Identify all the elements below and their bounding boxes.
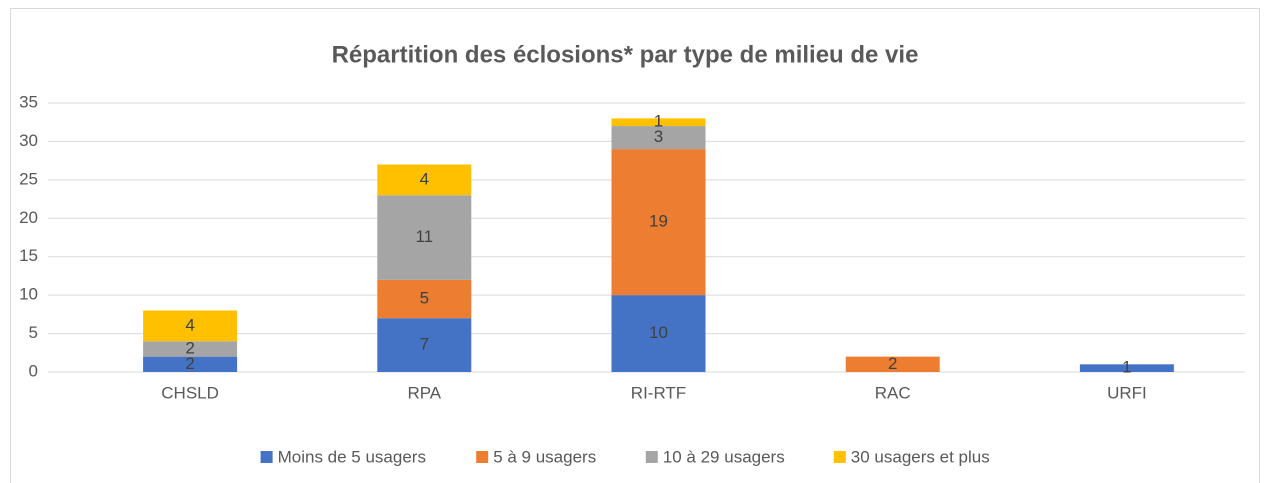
y-tick-label: 10 xyxy=(19,285,38,304)
data-label: 7 xyxy=(420,335,429,354)
data-label: 5 xyxy=(420,288,429,307)
data-label: 2 xyxy=(185,338,194,357)
data-label: 1 xyxy=(1122,358,1131,377)
data-label: 3 xyxy=(654,127,663,146)
y-tick-label: 35 xyxy=(19,92,38,111)
x-tick-label: URFI xyxy=(1107,383,1147,402)
bar-segment xyxy=(143,356,238,372)
data-label: 4 xyxy=(185,315,194,334)
data-label: 4 xyxy=(420,169,429,188)
bar-segment xyxy=(611,149,706,296)
data-label: 2 xyxy=(185,354,194,373)
bar-segment xyxy=(377,279,472,319)
bar-segment xyxy=(377,318,472,372)
y-tick-label: 20 xyxy=(19,208,38,227)
data-label: 10 xyxy=(649,323,668,342)
bar-segment xyxy=(143,310,238,342)
data-label: 2 xyxy=(888,354,897,373)
x-tick-label: CHSLD xyxy=(161,383,219,402)
data-label: 19 xyxy=(649,212,668,231)
legend-swatch xyxy=(260,451,273,463)
chart-title: Répartition des éclosions* par type de m… xyxy=(332,41,919,68)
bar-segment xyxy=(377,195,472,280)
bar-segment xyxy=(611,118,706,127)
legend-label: 30 usagers et plus xyxy=(851,447,990,466)
x-tick-label: RPA xyxy=(407,383,441,402)
bar-segment xyxy=(611,126,706,150)
data-label: 1 xyxy=(654,112,663,131)
legend-label: 10 à 29 usagers xyxy=(663,447,785,466)
bar-segment xyxy=(143,341,238,357)
y-tick-label: 15 xyxy=(19,246,38,265)
legend-label: Moins de 5 usagers xyxy=(278,447,426,466)
y-tick-label: 30 xyxy=(19,131,38,150)
data-label: 11 xyxy=(415,227,433,246)
x-tick-label: RAC xyxy=(875,383,911,402)
y-tick-label: 5 xyxy=(29,323,38,342)
bar-segment xyxy=(1079,364,1174,372)
legend-label: 5 à 9 usagers xyxy=(493,447,596,466)
bar-segment xyxy=(611,295,706,372)
y-tick-label: 0 xyxy=(29,361,38,380)
legend-swatch xyxy=(833,451,846,463)
legend-swatch xyxy=(645,451,658,463)
y-tick-label: 25 xyxy=(19,169,38,188)
bar-segment xyxy=(845,356,940,372)
bar-segment xyxy=(377,164,472,196)
legend-swatch xyxy=(476,451,489,463)
x-tick-label: RI-RTF xyxy=(631,383,686,402)
